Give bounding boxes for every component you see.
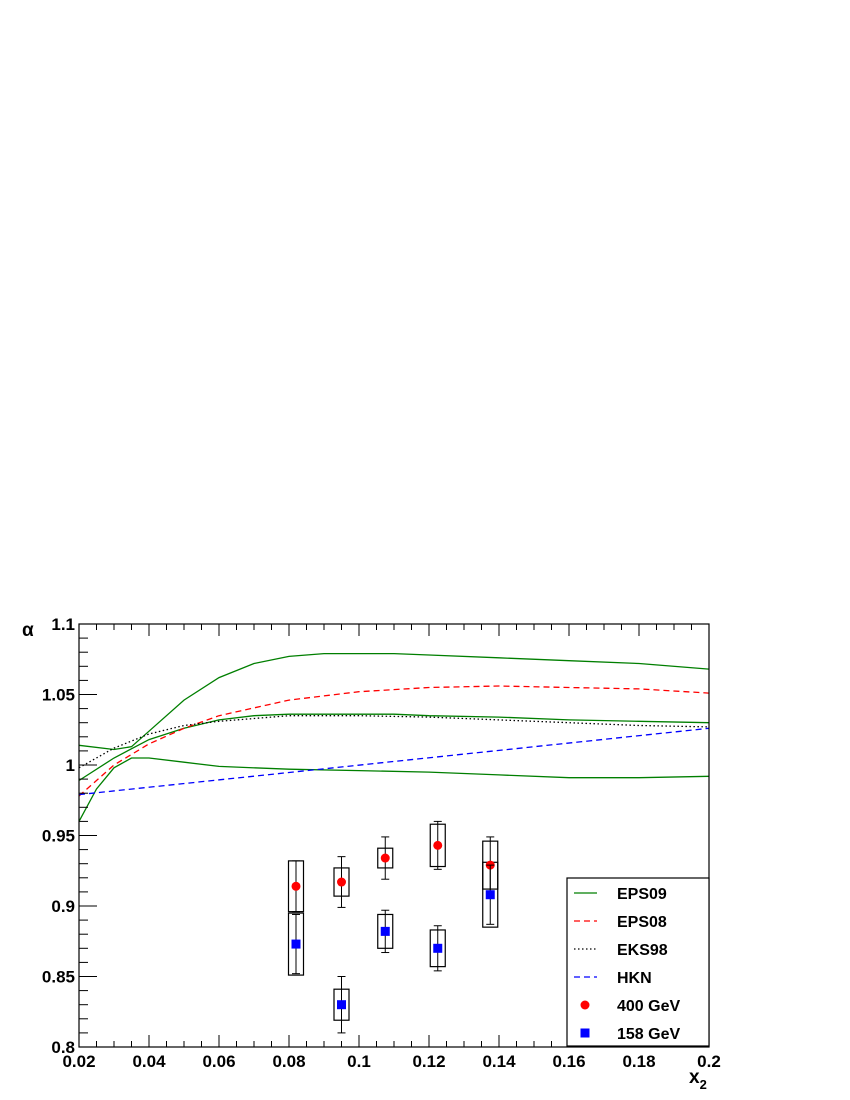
x-axis-title-main: x (689, 1067, 700, 1088)
y-tick-label: 1.05 (42, 686, 75, 705)
y-axis-title: α (22, 620, 34, 641)
x-tick-label: 0.14 (482, 1052, 516, 1071)
legend-label-158-gev: 158 GeV (617, 1026, 680, 1043)
158-gev-sys-box (287, 912, 305, 976)
tick-labels: 0.02 0.04 0.06 0.08 0.1 0.12 0.14 0.16 0.18 0.2 0.… (42, 615, 721, 1071)
x-tick-label: 0.2 (697, 1052, 721, 1071)
158-gev-point (291, 939, 301, 949)
x-tick-label: 0.16 (552, 1052, 585, 1071)
legend-label-eks98: EKS98 (617, 942, 668, 959)
158-gev-point (433, 943, 443, 953)
x-tick-label: 0.18 (622, 1052, 655, 1071)
legend-label-eps09: EPS09 (617, 886, 667, 903)
eps08-curve (78, 685, 710, 797)
400-gev-point (337, 877, 346, 887)
y-tick-label: 0.9 (51, 897, 75, 916)
data-points (291, 820, 495, 1034)
legend: EPS09 EPS08 EKS98 HKN 400 GeV 158 GeV (566, 877, 710, 1047)
hkn-curve (78, 727, 710, 796)
eps09-band-curve-central (78, 713, 710, 782)
legend-label-eps08: EPS08 (617, 914, 667, 931)
legend-box (566, 877, 710, 1047)
eks98-curve (78, 715, 710, 769)
theory-curves (78, 652, 710, 822)
y-tick-label: 1.1 (51, 615, 75, 634)
400-gev-point (433, 840, 443, 850)
y-tick-label: 0.95 (42, 827, 75, 846)
x-tick-label: 0.12 (412, 1052, 445, 1071)
legend-swatch-400-gev (580, 1000, 590, 1010)
x-tick-label: 0.04 (132, 1052, 166, 1071)
eps09-band-curve-lower (78, 757, 710, 822)
x-tick-label: 0.02 (62, 1052, 95, 1071)
400-gev-point (291, 881, 301, 891)
x-tick-label: 0.08 (272, 1052, 305, 1071)
x-axis-title-subscript: 2 (700, 1077, 707, 1092)
y-tick-label: 1 (66, 756, 75, 775)
legend-label-400-gev: 400 GeV (617, 998, 680, 1015)
axis-ticks (78, 623, 710, 1048)
x-tick-label: 0.06 (202, 1052, 235, 1071)
x-axis-title: x2 (689, 1067, 707, 1092)
legend-label-hkn: HKN (617, 970, 652, 987)
158-gev-point (485, 890, 495, 900)
y-tick-label: 0.8 (51, 1038, 75, 1057)
158-gev-point (337, 1000, 346, 1010)
400-gev-point (380, 853, 390, 863)
y-tick-label: 0.85 (42, 968, 75, 987)
158-gev-point (380, 926, 390, 936)
systematic-error-boxes (287, 823, 499, 1021)
x-tick-label: 0.1 (347, 1052, 371, 1071)
legend-swatch-158-gev (580, 1028, 590, 1038)
eps09-curve-upper (78, 652, 710, 751)
